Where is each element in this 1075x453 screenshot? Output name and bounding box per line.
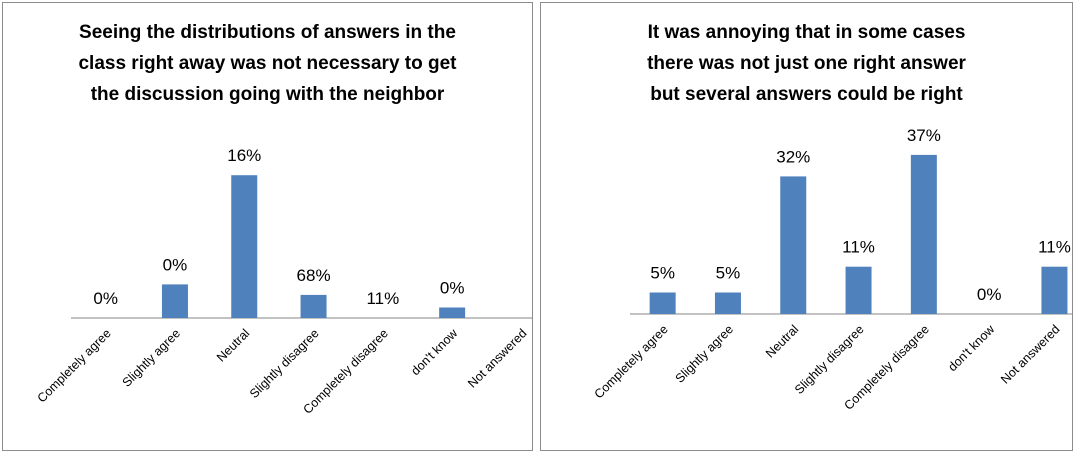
bar bbox=[439, 307, 466, 318]
bar bbox=[714, 292, 741, 314]
category-tick-label: don't know bbox=[945, 322, 998, 375]
chart-panel-2: It was annoying that in some cases there… bbox=[540, 2, 1073, 451]
data-label: 0% bbox=[93, 289, 118, 308]
category-tick-label: Neutral bbox=[763, 322, 801, 360]
data-label: 5% bbox=[716, 264, 741, 283]
bar bbox=[780, 176, 807, 314]
bar bbox=[845, 266, 872, 314]
data-label: 11% bbox=[366, 289, 399, 308]
chart-panel-1: Seeing the distributions of answers in t… bbox=[2, 2, 533, 451]
bar bbox=[231, 175, 258, 318]
data-label: 11% bbox=[1038, 238, 1071, 257]
category-tick-label: Slightly disagree bbox=[792, 322, 867, 397]
data-label: 5% bbox=[650, 264, 675, 283]
bar-chart-2: 5% Completely agree 5% Slightly agree 32% Neu… bbox=[592, 126, 1072, 413]
bar bbox=[300, 294, 327, 318]
chart-title: It was annoying that in some cases there… bbox=[647, 22, 966, 105]
category-tick-label: Completely agree bbox=[592, 322, 671, 401]
bar bbox=[910, 154, 937, 314]
category-tick-label: Slightly agree bbox=[673, 322, 736, 385]
data-label: 11% bbox=[842, 238, 875, 257]
category-tick-label: Not answered bbox=[998, 322, 1062, 386]
category-tick-label: Not answered bbox=[465, 326, 529, 390]
bar bbox=[649, 292, 676, 314]
data-label: 37% bbox=[907, 126, 941, 145]
category-tick-label: Completely agree bbox=[35, 326, 114, 405]
chart-title: Seeing the distributions of answers in t… bbox=[78, 22, 457, 105]
category-tick-label: Slightly disagree bbox=[247, 326, 322, 401]
category-tick-label: don't know bbox=[408, 326, 461, 379]
category-tick-label: Slightly agree bbox=[120, 326, 183, 389]
data-label: 0% bbox=[977, 285, 1002, 304]
bar bbox=[161, 284, 188, 318]
data-label: 5% bbox=[509, 3, 533, 7]
data-label: 68% bbox=[297, 266, 331, 285]
category-tick-label: Neutral bbox=[214, 326, 252, 364]
data-label: 0% bbox=[440, 279, 465, 298]
bar bbox=[1041, 266, 1068, 314]
data-label: 0% bbox=[163, 255, 188, 274]
data-label: 16% bbox=[227, 146, 261, 165]
data-label: 32% bbox=[776, 147, 810, 166]
